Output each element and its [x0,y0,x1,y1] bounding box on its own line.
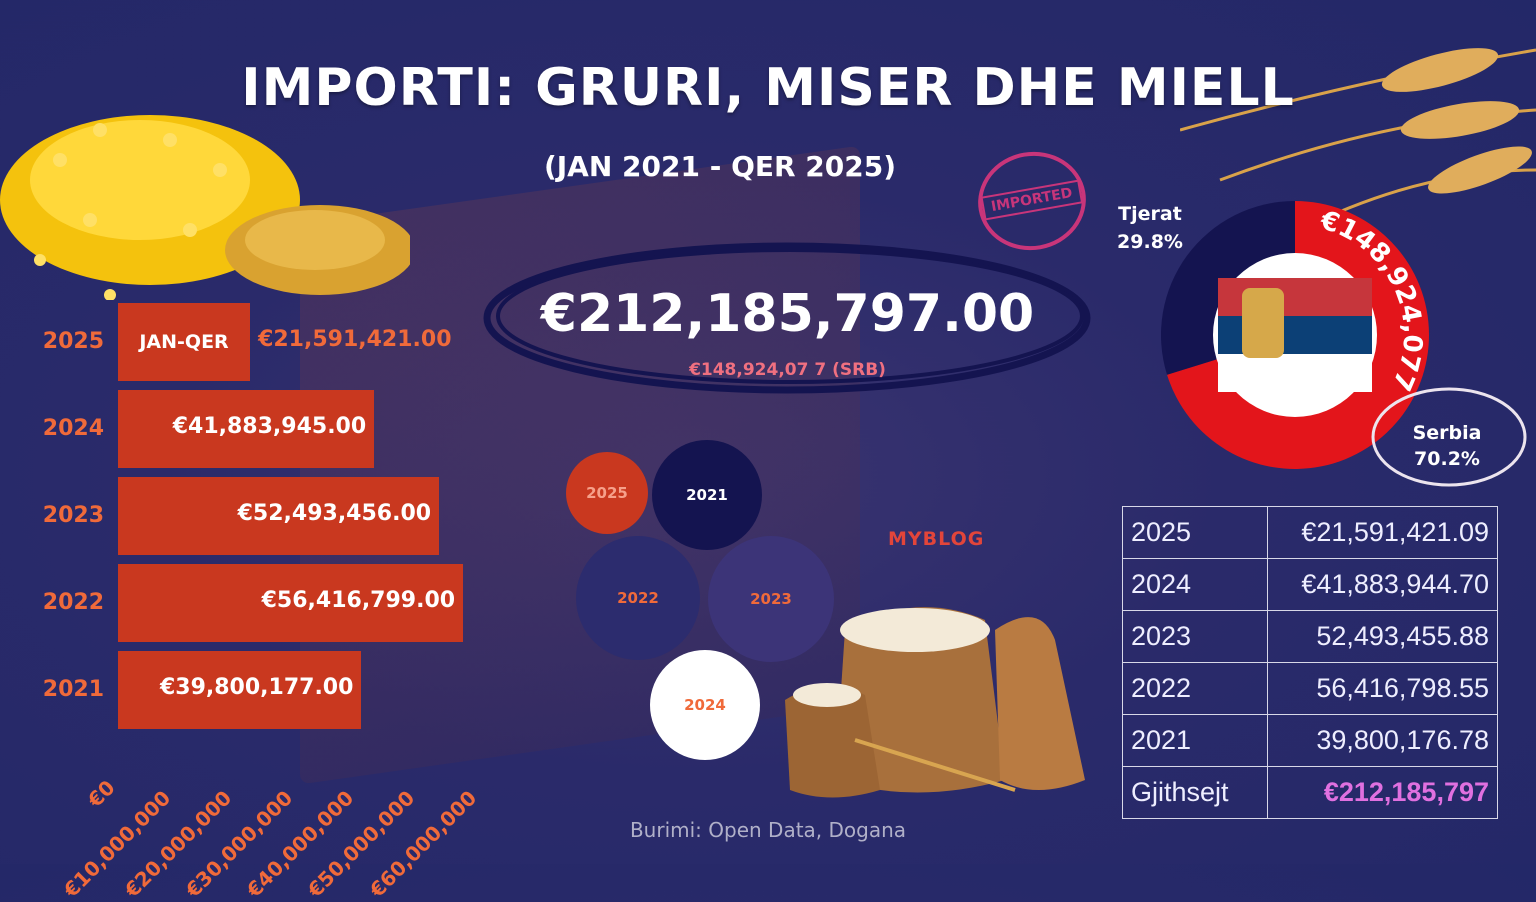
serbia-label-percent: 70.2% [1414,448,1480,470]
yearly-import-table: 2025 €21,591,421.09 2024 €41,883,944.70 2023… [1122,506,1498,819]
others-label: Tjerat 29.8% [1100,200,1200,256]
flag-stripe [1218,316,1372,354]
table-year-cell: 2025 [1122,506,1268,559]
table-year-cell: 2023 [1122,610,1268,663]
bar-value-label: €52,493,456.00 [237,501,432,526]
bar-2024 [118,390,375,468]
flag-stripe [1218,354,1372,392]
bar-chart: 2025 JAN-QER €21,591,421.00 2024 €41,883,945… [0,295,560,902]
table-row: 2021 39,800,176.78 [1122,714,1498,767]
bar-year-label: 2022 [42,590,104,615]
bar-value-label: €21,591,421.00 [258,327,452,352]
flag-stripe [1218,278,1372,316]
table-row: 2022 56,416,798.55 [1122,662,1498,715]
table-amount-cell: 56,416,798.55 [1267,662,1498,715]
serbia-share-donut: €148,924,077 [1161,201,1429,470]
x-tick-label: €30,000,000 [181,785,298,902]
brand-logo: MYBLOG [888,528,985,550]
page-subtitle: (JAN 2021 - QER 2025) [543,150,897,183]
coat-of-arms-icon [1242,288,1284,358]
table-amount-cell: €212,185,797 [1267,766,1498,819]
bar-2021 [118,651,362,729]
bar-year-label: 2023 [42,503,104,528]
serbia-highlight-ring [1371,387,1527,487]
serbia-label: Serbia 70.2% [1372,420,1522,472]
x-tick-label: €10,000,000 [58,785,175,902]
corn-grain-illustration [0,115,410,300]
year-bubble-2024: 2024 [650,650,760,760]
table-amount-cell: €21,591,421.09 [1267,506,1498,559]
bar-value-label: €41,883,945.00 [172,414,367,439]
x-tick-label: €50,000,000 [303,785,420,902]
table-year-cell: Gjithsejt [1122,766,1268,819]
x-tick-label: €60,000,000 [364,785,481,902]
source-note: Burimi: Open Data, Dogana [629,818,907,842]
table-row: 2023 52,493,455.88 [1122,610,1498,663]
table-row: 2025 €21,591,421.09 [1122,506,1498,559]
total-amount: €212,185,797.00 [540,284,1035,344]
bar-year-label: 2025 [42,329,104,354]
table-amount-cell: 52,493,455.88 [1267,610,1498,663]
year-bubble-2022: 2022 [576,536,700,660]
bar-value-label: €56,416,799.00 [261,588,456,613]
others-label-percent: 29.8% [1117,231,1183,253]
table-year-cell: 2022 [1122,662,1268,715]
bar-year-label: 2021 [42,677,104,702]
x-tick-label: €40,000,000 [242,785,359,902]
year-bubble-2023: 2023 [708,536,834,662]
x-tick-label: €20,000,000 [119,785,237,902]
year-bubble-2025: 2025 [566,452,648,534]
table-row: 2024 €41,883,944.70 [1122,558,1498,611]
bar-2022 [118,564,464,642]
bar-value-label: €39,800,177.00 [159,675,354,700]
table-amount-cell: 39,800,176.78 [1267,714,1498,767]
year-bubble-2021: 2021 [652,440,762,550]
jan-qer-label: JAN-QER [139,331,229,353]
table-row: Gjithsejt €212,185,797 [1122,766,1498,819]
table-year-cell: 2024 [1122,558,1268,611]
bar-year-label: 2024 [42,416,104,441]
x-tick-label: €0 [83,775,120,812]
flour-sacks-illustration [785,607,1085,798]
wheat-ears-illustration [1180,48,1536,232]
page-title: IMPORTI: GRURI, MISER DHE MIELL [241,58,1295,118]
others-label-name: Tjerat [1118,203,1182,225]
serbia-label-name: Serbia [1412,422,1482,444]
bar-2023 [118,477,440,555]
table-year-cell: 2021 [1122,714,1268,767]
bar-2025 [118,303,251,381]
serbia-amount-note: €148,924,07 7 (SRB) [689,360,886,380]
total-scribble-ring [483,242,1091,394]
table-amount-cell: €41,883,944.70 [1267,558,1498,611]
